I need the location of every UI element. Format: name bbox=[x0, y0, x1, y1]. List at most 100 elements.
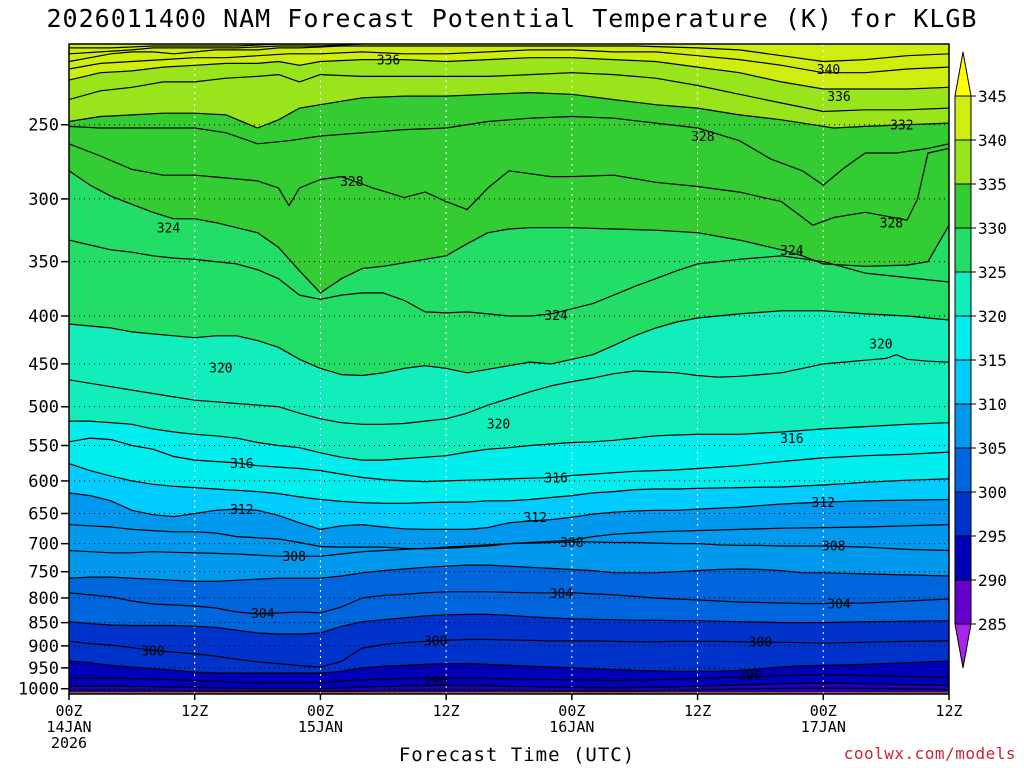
colorbar-label-290: 290 bbox=[978, 571, 1007, 590]
contour-label-25: 300 bbox=[424, 634, 447, 649]
ytick-label-750: 750 bbox=[28, 563, 59, 583]
contour-label-26: 300 bbox=[749, 635, 772, 650]
svg-text:328: 328 bbox=[691, 130, 714, 145]
contour-306 bbox=[69, 564, 949, 582]
contour-316 bbox=[69, 437, 949, 483]
contour-label-5: 328 bbox=[340, 175, 363, 190]
svg-text:316: 316 bbox=[544, 472, 567, 487]
contour-328 bbox=[69, 143, 949, 226]
contour-label-4: 328 bbox=[691, 130, 714, 145]
contour-label-27: 300 bbox=[141, 644, 164, 659]
contour-302 bbox=[69, 613, 949, 635]
contour-label-29: 296 bbox=[424, 675, 447, 690]
contour-layer bbox=[69, 44, 949, 692]
svg-text:316: 316 bbox=[780, 432, 803, 447]
contour-label-17: 312 bbox=[230, 503, 253, 518]
contour-label-21: 308 bbox=[282, 550, 305, 565]
svg-text:308: 308 bbox=[822, 539, 845, 554]
xtick-label-12-0: 12Z bbox=[181, 702, 208, 720]
contour-label-24: 304 bbox=[251, 607, 275, 622]
contour-334 bbox=[69, 72, 949, 113]
contour-label-3: 332 bbox=[890, 119, 913, 134]
contour-338 bbox=[69, 49, 949, 74]
svg-text:324: 324 bbox=[544, 309, 568, 324]
svg-text:328: 328 bbox=[880, 217, 903, 232]
svg-text:324: 324 bbox=[780, 244, 804, 259]
svg-text:300: 300 bbox=[141, 644, 164, 659]
contour-label-0: 336 bbox=[377, 54, 400, 69]
xtick-label-0-1: 14JAN bbox=[46, 718, 91, 736]
colorbar-label-310: 310 bbox=[978, 395, 1007, 414]
colorbar-swatch-3 bbox=[954, 183, 972, 229]
contour-304 bbox=[69, 591, 949, 615]
contour-label-10: 320 bbox=[869, 337, 892, 352]
svg-text:300: 300 bbox=[749, 635, 772, 650]
xtick-label-48-1: 16JAN bbox=[549, 718, 594, 736]
svg-text:296: 296 bbox=[424, 675, 447, 690]
contour-label-28: 296 bbox=[738, 668, 761, 683]
ytick-label-800: 800 bbox=[28, 589, 59, 609]
contour-label-14: 316 bbox=[230, 457, 253, 472]
ytick-label-700: 700 bbox=[28, 535, 59, 555]
ytick-label-850: 850 bbox=[28, 614, 59, 634]
contour-340 bbox=[69, 45, 949, 63]
colorbar-swatch-8 bbox=[954, 403, 972, 449]
ytick-label-950: 950 bbox=[28, 659, 59, 679]
contour-label-20: 308 bbox=[822, 539, 845, 554]
surface-ground bbox=[69, 691, 949, 694]
colorbar: 345 340 335 330 325 320 315 310 305 300 295 290 285 bbox=[954, 51, 1007, 669]
svg-text:312: 312 bbox=[230, 503, 253, 518]
colorbar-swatch-13 bbox=[954, 623, 972, 669]
contour-322 bbox=[69, 310, 949, 377]
colorbar-label-345: 345 bbox=[978, 87, 1007, 106]
contour-label-6: 328 bbox=[880, 217, 903, 232]
xtick-label-24-0: 00Z bbox=[307, 702, 334, 720]
contour-label-7: 324 bbox=[157, 222, 181, 237]
svg-text:304: 304 bbox=[827, 598, 851, 613]
svg-text:332: 332 bbox=[890, 119, 913, 134]
xtick-label-48-0: 00Z bbox=[558, 702, 585, 720]
y-axis: 250 300 350 400 450 500 550 600 650 700 750 800 850 9… bbox=[18, 116, 69, 700]
contour-298 bbox=[69, 660, 949, 674]
contour-312 bbox=[69, 492, 949, 530]
contour-label-12: 320 bbox=[487, 417, 510, 432]
colorbar-swatch-9 bbox=[954, 447, 972, 493]
xtick-label-84-0: 12Z bbox=[935, 702, 962, 720]
ytick-label-650: 650 bbox=[28, 504, 59, 524]
contour-310 bbox=[69, 524, 949, 550]
svg-text:336: 336 bbox=[827, 90, 850, 105]
xtick-label-60-0: 12Z bbox=[684, 702, 711, 720]
contour-label-9: 324 bbox=[544, 309, 568, 324]
colorbar-swatch-7 bbox=[954, 359, 972, 405]
contour-label-15: 316 bbox=[544, 472, 567, 487]
contour-label-22: 304 bbox=[550, 587, 574, 602]
ytick-label-400: 400 bbox=[28, 307, 59, 327]
svg-text:308: 308 bbox=[282, 550, 305, 565]
contour-332 bbox=[69, 92, 949, 129]
contour-label-19: 308 bbox=[560, 536, 583, 551]
contour-label-1: 340 bbox=[817, 63, 840, 78]
contour-318 bbox=[69, 420, 949, 461]
colorbar-swatch-0 bbox=[954, 51, 972, 97]
contour-326 bbox=[69, 170, 949, 294]
chart-title: 2026011400 NAM Forecast Potential Temper… bbox=[46, 4, 978, 33]
svg-text:320: 320 bbox=[209, 361, 232, 376]
svg-text:296: 296 bbox=[738, 668, 761, 683]
svg-text:312: 312 bbox=[523, 511, 546, 526]
colorbar-swatch-5 bbox=[954, 271, 972, 317]
contour-label-2: 336 bbox=[827, 90, 850, 105]
contour-300 bbox=[69, 638, 949, 668]
contour-342 bbox=[69, 44, 363, 55]
svg-text:320: 320 bbox=[487, 417, 510, 432]
contour-320 bbox=[69, 354, 949, 425]
colorbar-label-300: 300 bbox=[978, 483, 1007, 502]
contour-label-13: 316 bbox=[780, 432, 803, 447]
ytick-label-1000: 1000 bbox=[18, 680, 59, 700]
contour-336 bbox=[69, 57, 949, 90]
colorbar-label-320: 320 bbox=[978, 307, 1007, 326]
colorbar-swatch-1 bbox=[954, 95, 972, 141]
colorbar-label-285: 285 bbox=[978, 615, 1007, 634]
xtick-label-36-0: 12Z bbox=[433, 702, 460, 720]
